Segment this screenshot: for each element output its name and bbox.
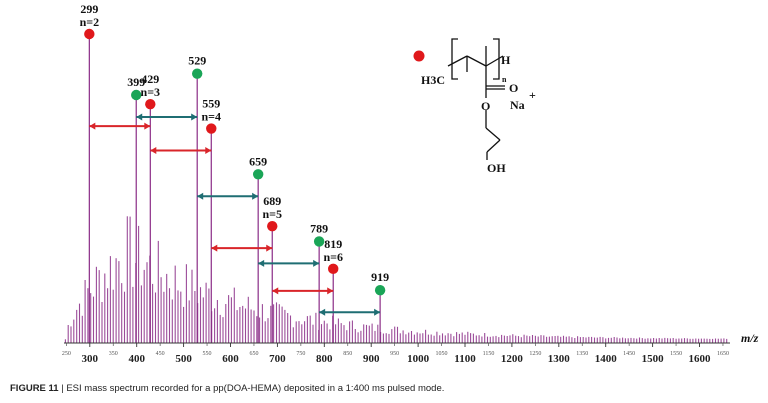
minor-tick-label-1150: 1150 [483,351,495,357]
major-tick-label-400: 400 [128,353,145,365]
background-peaks [64,216,728,343]
major-tick-label-800: 800 [316,353,333,365]
peak-label-919: 919 [371,270,389,284]
arrowhead-right [252,192,259,200]
arrowhead-right [191,113,198,121]
caption-label: FIGURE 11 [10,383,59,394]
arrowhead-left [272,287,279,295]
peak-label-399: 399 [127,75,145,89]
peak-sublabel-689: n=5 [262,207,282,221]
left-bracket [451,38,458,80]
peak-label-559: 559 [202,97,220,111]
minor-tick-label-1650: 1650 [717,351,729,357]
red-dot-legend [413,50,425,62]
x-axis-label: m/z [741,331,759,345]
peak-sublabel-819: n=6 [323,250,343,264]
minor-tick-label-1050: 1050 [436,351,448,357]
peak-label-659: 659 [249,154,267,168]
hydroxyl-label: OH [487,161,506,175]
figure-caption: FIGURE 11 | ESI mass spectrum recorded f… [10,383,760,394]
minor-tick-label-1550: 1550 [670,351,682,357]
peak-sublabel-559: n=4 [202,110,222,124]
peak-marker-789 [313,236,325,247]
caption-text: ESI mass spectrum recorded for a pp(DOA-… [66,383,445,394]
major-tick-label-600: 600 [222,353,239,365]
x-axis-ticks: 250 350 450 550 650 750 850 950 1050 1150 1250 1350… [62,343,729,365]
peak-marker-299 [84,28,95,40]
arrowhead-left [197,192,204,200]
minor-tick-label-850: 850 [343,351,352,357]
major-tick-label-1600: 1600 [689,353,712,365]
minor-tick-label-550: 550 [203,351,212,357]
arrowhead-right [313,259,320,267]
minor-tick-label-1450: 1450 [623,351,635,357]
hydrogen-label: H [501,53,511,67]
spacing-arrows [89,113,381,316]
sodium-label: Na [510,98,525,112]
minor-tick-label-1250: 1250 [529,351,541,357]
peak-markers [84,28,386,296]
peak-label-429: 429 [141,72,159,86]
peak-label-819: 819 [324,237,342,251]
peak-label-529: 529 [188,54,206,68]
methyl-label: H3C [421,73,445,87]
peak-marker-689 [267,220,278,232]
arrowhead-left [89,122,96,130]
major-tick-label-1200: 1200 [501,353,524,365]
peak-marker-659 [252,169,264,180]
minor-tick-label-1350: 1350 [576,351,588,357]
caption-separator: | [61,383,64,394]
backbone-bond-left [447,55,468,67]
ester-oxygen-label: O [481,99,490,113]
peak-marker-429 [145,98,156,110]
major-tick-label-300: 300 [82,353,99,365]
arrowhead-right [266,244,273,252]
arrowhead-left [150,147,157,155]
arrowhead-left [258,259,265,267]
minor-tick-label-750: 750 [296,351,305,357]
major-tick-label-1500: 1500 [642,353,665,365]
major-tick-label-700: 700 [269,353,286,365]
peak-label-299: 299 [80,2,98,16]
minor-tick-label-950: 950 [390,351,399,357]
major-tick-label-1400: 1400 [595,353,618,365]
repeat-n-label: n [502,75,507,84]
major-tick-label-1300: 1300 [548,353,571,365]
major-tick-label-500: 500 [175,353,192,365]
minor-tick-label-450: 450 [156,351,165,357]
peak-marker-559 [206,123,217,134]
arrowhead-left [136,113,143,121]
peak-marker-919 [374,285,386,296]
arrowhead-right [327,287,334,295]
backbone-bond-end [485,55,504,67]
carbonyl-oxygen-label: O [509,81,518,95]
arrowhead-right [144,122,151,130]
peak-sublabel-429: n=3 [141,85,161,99]
charge-label: + [529,88,536,102]
backbone-bond-right [466,55,487,67]
peak-marker-819 [328,263,339,275]
peak-sublabel-299: n=2 [80,15,100,29]
chain-bond-2 [485,127,501,141]
arrowhead-right [205,147,212,155]
peak-label-789: 789 [310,221,328,235]
peak-label-689: 689 [263,194,281,208]
peak-marker-529 [192,68,203,79]
arrowhead-left [319,308,326,316]
minor-tick-label-350: 350 [109,351,118,357]
major-tick-label-900: 900 [363,353,380,365]
arrowhead-right [374,308,381,316]
chain-bond-3 [486,139,501,153]
labeled-peak-lines [88,38,381,343]
mass-spectrum-chart: 250 350 450 550 650 750 850 950 1050 1150 1250 1350… [62,2,759,365]
chemical-structure: H3C H n O O Na + OH [413,38,536,175]
arrowhead-left [211,244,218,252]
minor-tick-label-650: 650 [249,351,258,357]
minor-tick-label-250: 250 [62,351,71,357]
major-tick-label-1000: 1000 [407,353,430,365]
peak-marker-399 [131,89,142,101]
major-tick-label-1100: 1100 [454,353,476,365]
